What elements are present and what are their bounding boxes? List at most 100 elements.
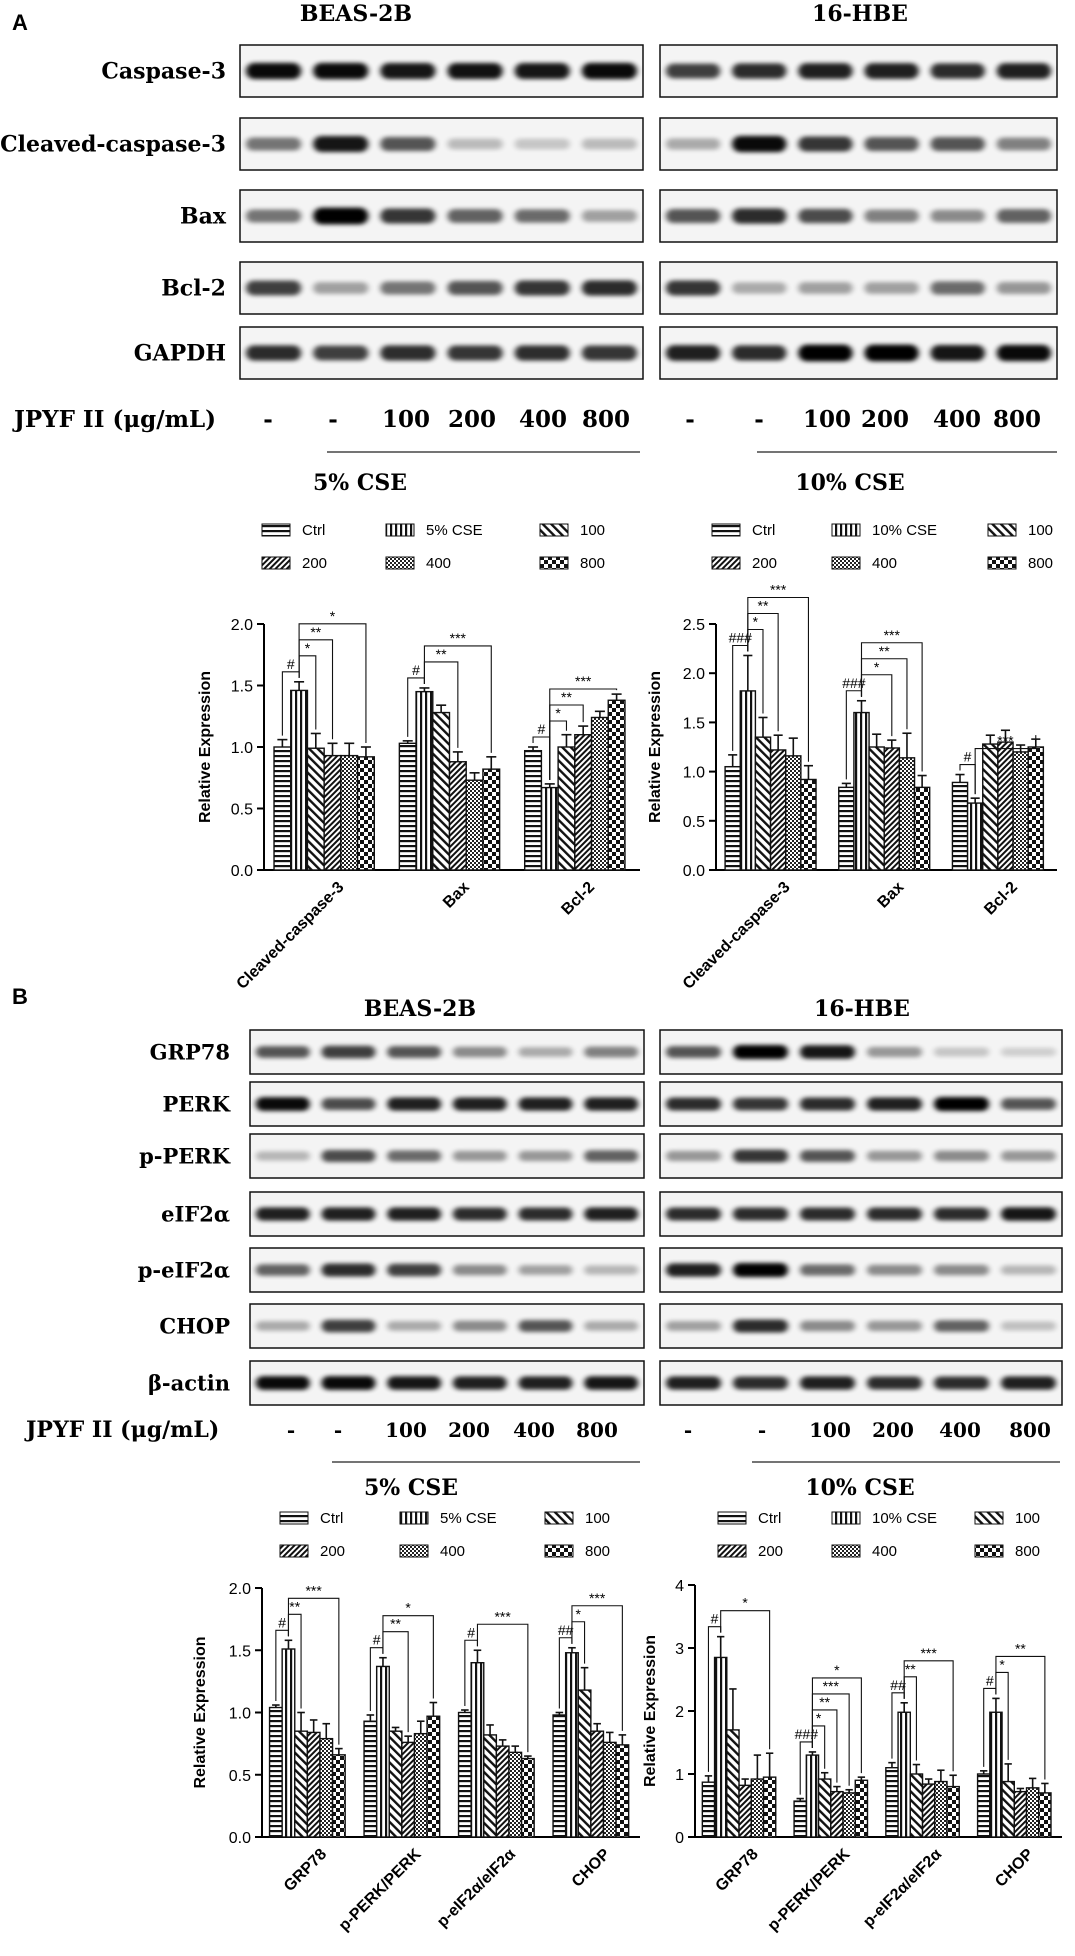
x-tick-label: Bax: [875, 879, 908, 912]
blot-band: [867, 1207, 922, 1221]
significance-mark: **: [879, 643, 890, 659]
blot-band: [930, 209, 985, 223]
bar: [1038, 1792, 1052, 1838]
bar: [739, 690, 757, 871]
blot-band: [732, 208, 787, 224]
bar: [838, 786, 855, 871]
blot-band: [1001, 1098, 1056, 1110]
blot-band: [581, 345, 637, 361]
bar: [577, 1689, 592, 1838]
blot-band: [321, 1263, 376, 1277]
bar: [913, 786, 931, 871]
blot-band: [1001, 1265, 1056, 1275]
bar: [426, 1715, 441, 1838]
blot-band: [255, 1264, 310, 1276]
significance-mark: *: [555, 705, 561, 721]
legend-entry: 400: [440, 1543, 465, 1560]
blot-band: [387, 1150, 442, 1162]
bar: [319, 1737, 334, 1838]
lane-label: 800: [1009, 1418, 1051, 1442]
y-tick-label: 1.5: [683, 715, 705, 732]
blot-band: [732, 282, 787, 294]
blot-band: [867, 1376, 922, 1390]
bar: [607, 699, 626, 871]
significance-mark: **: [310, 624, 321, 640]
significance-mark: ***: [997, 733, 1014, 749]
blot-band: [447, 281, 503, 295]
blot-band: [1001, 1047, 1056, 1057]
chart-title: 10% CSE: [795, 470, 904, 496]
blot-band: [867, 1046, 922, 1058]
lane-label: 800: [993, 406, 1041, 433]
y-tick-label: 1.5: [231, 679, 253, 696]
bar: [842, 1792, 856, 1838]
blot-band: [584, 1321, 639, 1331]
blot-band: [800, 1097, 855, 1111]
panel-a-blots: Caspase-3 Cleaved-caspase-3 Bax Bcl-2 GAPDH: [0, 44, 1058, 380]
blot-band: [518, 1320, 573, 1332]
bar: [724, 765, 741, 871]
bar: [966, 802, 984, 871]
blot-band: [996, 344, 1052, 362]
y-axis-label: Relative Expression: [647, 671, 664, 823]
blot-band: [584, 1265, 639, 1275]
blot-band: [867, 1264, 922, 1276]
blot-band: [452, 1376, 507, 1390]
bar: [520, 1757, 535, 1838]
bar: [615, 1744, 630, 1838]
blot-band: [246, 345, 302, 361]
bar: [921, 1783, 936, 1838]
blot-band: [387, 1207, 442, 1221]
bar: [457, 1711, 472, 1838]
legend-entry: 800: [585, 1543, 610, 1560]
lane-label: 100: [385, 1418, 427, 1442]
bar: [294, 1730, 309, 1838]
blot-band: [665, 280, 721, 296]
x-tick-label: Cleaved-caspase-3: [234, 879, 348, 993]
blot-membrane: [239, 117, 644, 171]
blot-band: [452, 1264, 507, 1276]
blot-band: [447, 209, 503, 223]
x-tick-label: p-PERK/PERK: [336, 1845, 425, 1934]
legend-swatch: [261, 556, 291, 570]
significance-mark: ###: [729, 629, 753, 645]
blot-band: [514, 209, 570, 223]
blot-band: [666, 1207, 721, 1221]
blot-band: [934, 1376, 989, 1390]
b-lane-labels: - - - - 100 100 200 200 400 400 800 800: [287, 1418, 1051, 1442]
significance-mark: ##: [558, 1622, 574, 1638]
y-tick-label: 2.0: [229, 1581, 251, 1598]
significance-mark: ***: [450, 630, 467, 646]
significance-mark: **: [289, 1598, 300, 1614]
x-tick-label: CHOP: [992, 1846, 1037, 1891]
blot-band: [313, 207, 369, 225]
panel-label-a: A: [12, 10, 28, 35]
blot-band: [447, 138, 503, 150]
blot-band: [387, 1376, 442, 1390]
blot-band: [447, 62, 503, 80]
significance-mark: ###: [795, 1726, 819, 1742]
lane-label: 400: [933, 406, 981, 433]
blot-band: [584, 1150, 639, 1162]
blot-membrane: [249, 1303, 645, 1349]
blot-band: [864, 344, 919, 362]
blot-band: [321, 1097, 376, 1111]
significance-mark: #: [412, 662, 420, 678]
significance-mark: ***: [770, 581, 787, 597]
bar: [540, 786, 559, 871]
significance-bracket: [860, 642, 923, 772]
panel-b-blots: GRP78 PERK p-PERK eIF2α p-eIF2α CHOP β-actin: [138, 1029, 1063, 1406]
blot-band: [996, 209, 1052, 223]
y-tick-label: 0.5: [683, 814, 705, 831]
legend-swatch: [385, 523, 415, 537]
lane-label: 100: [803, 406, 851, 433]
bar: [331, 1754, 346, 1838]
legend-swatch: [717, 1511, 747, 1525]
bar: [830, 1790, 844, 1838]
blot-membrane: [659, 326, 1058, 380]
significance-mark: #: [278, 1614, 286, 1630]
blot-band: [666, 1150, 721, 1162]
legend-entry: 400: [872, 555, 897, 572]
blot-band: [996, 282, 1052, 294]
y-tick-label: 2: [675, 1704, 684, 1721]
